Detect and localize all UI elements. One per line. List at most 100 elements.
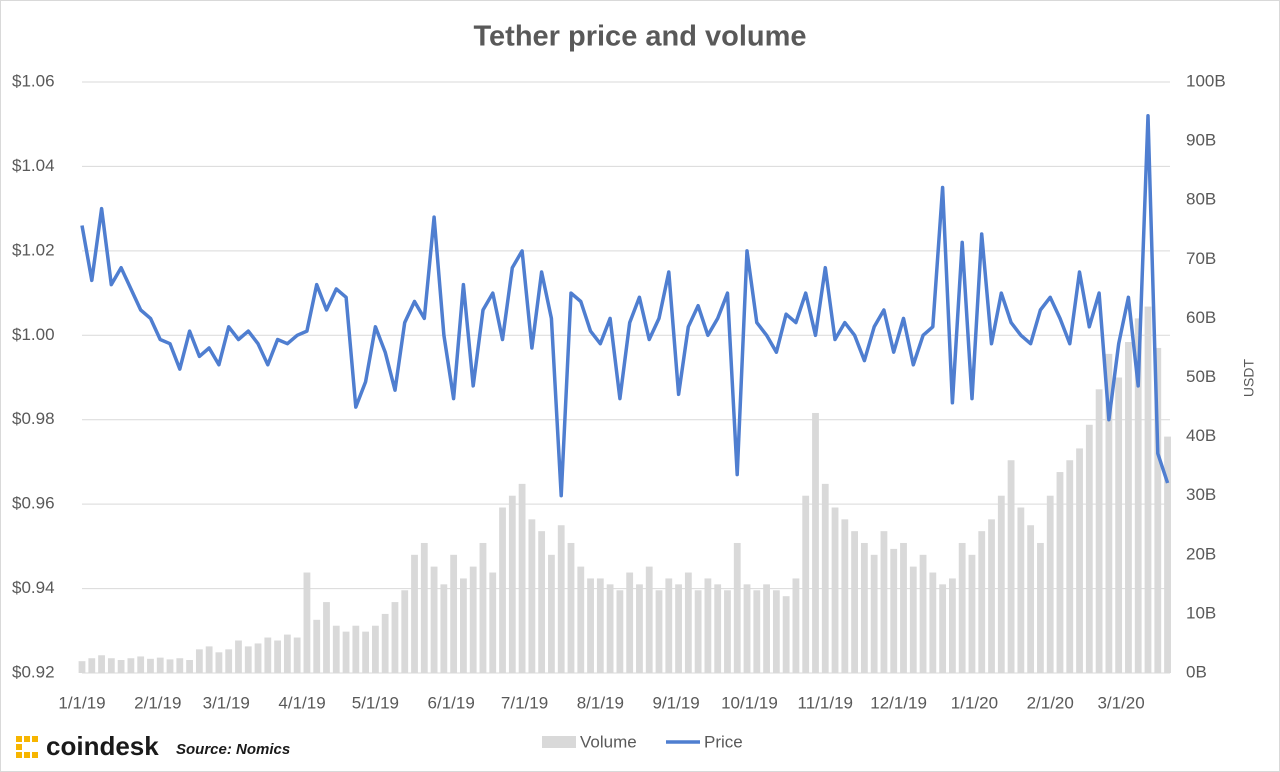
volume-bar	[1037, 542, 1044, 673]
volume-bar	[557, 525, 565, 673]
volume-bar	[684, 572, 692, 673]
volume-bar	[156, 657, 164, 673]
volume-bar	[596, 578, 604, 673]
legend-label: Price	[704, 732, 743, 751]
volume-bar	[166, 659, 174, 673]
volume-bar	[802, 495, 810, 673]
x-tick-label: 3/1/19	[203, 693, 250, 712]
volume-bar	[626, 572, 634, 673]
volume-bar	[323, 602, 330, 673]
volume-bar	[147, 658, 154, 673]
volume-bar	[391, 602, 399, 673]
volume-bar	[958, 542, 966, 673]
volume-bar	[821, 483, 829, 673]
volume-bar	[929, 572, 937, 673]
volume-bar	[313, 619, 321, 673]
coindesk-logo	[16, 736, 38, 758]
volume-bar	[645, 566, 653, 673]
volume-bar	[205, 646, 213, 673]
volume-bar	[772, 590, 780, 673]
volume-bar	[508, 495, 516, 673]
volume-bar	[1095, 389, 1103, 673]
volume-bar	[303, 572, 311, 673]
volume-bar	[782, 596, 790, 673]
volume-bar	[939, 584, 947, 673]
volume-bar	[1115, 377, 1123, 673]
volume-bar	[636, 584, 643, 673]
volume-bar	[186, 659, 193, 673]
volume-bar	[1046, 495, 1054, 673]
volume-bar	[264, 637, 272, 673]
volume-bar	[1007, 460, 1015, 673]
legend-label: Volume	[580, 732, 637, 751]
volume-bar	[890, 548, 898, 673]
volume-bar	[332, 625, 340, 673]
y-tick-label: $1.06	[12, 71, 55, 90]
volume-bar	[411, 554, 418, 673]
volume-bar	[694, 590, 702, 673]
y2-tick-label: 40B	[1186, 426, 1216, 445]
chart-title: Tether price and volume	[473, 21, 806, 53]
volume-bar	[763, 584, 770, 673]
volume-bar	[1085, 424, 1093, 673]
volume-bar	[127, 658, 135, 673]
volume-bar	[176, 658, 184, 673]
y2-tick-label: 90B	[1186, 131, 1216, 150]
volume-bar	[401, 590, 409, 673]
volume-bar	[98, 655, 105, 673]
volume-bar	[1056, 472, 1064, 673]
volume-bar	[792, 578, 800, 673]
volume-bar	[577, 566, 585, 673]
volume-bar	[1076, 448, 1083, 673]
volume-bar	[244, 646, 252, 673]
x-tick-label: 9/1/19	[652, 693, 699, 712]
y2-tick-label: 10B	[1186, 603, 1216, 622]
legend-swatch	[542, 736, 576, 748]
y-tick-label: $1.02	[12, 240, 55, 259]
volume-bar	[1066, 460, 1074, 673]
volume-bar	[460, 578, 467, 673]
volume-bar	[283, 634, 291, 673]
y-tick-label: $0.96	[12, 494, 55, 513]
x-tick-label: 1/1/20	[951, 693, 998, 712]
volume-bar	[665, 578, 673, 673]
volume-bar	[606, 584, 614, 673]
volume-bar	[78, 661, 86, 673]
volume-bar	[215, 652, 223, 673]
volume-bar	[225, 649, 233, 673]
volume-bar	[538, 531, 546, 673]
y2-tick-label: 30B	[1186, 485, 1216, 504]
volume-bar	[469, 566, 477, 673]
x-tick-label: 4/1/19	[278, 693, 325, 712]
x-tick-label: 1/1/19	[58, 693, 105, 712]
volume-bar	[1027, 525, 1035, 673]
volume-bar	[489, 572, 497, 673]
y-tick-label: $0.92	[12, 662, 55, 681]
volume-bar	[655, 590, 663, 673]
volume-bar	[860, 542, 868, 673]
volume-bar	[274, 640, 281, 673]
volume-bar	[587, 578, 594, 673]
volume-bar	[724, 590, 731, 673]
volume-bar	[107, 658, 115, 673]
volume-bar	[352, 625, 360, 673]
volume-bar	[919, 554, 927, 673]
volume-bar	[293, 637, 301, 673]
volume-bar	[567, 542, 575, 673]
volume-bar	[841, 519, 849, 673]
volume-bar	[880, 531, 888, 673]
volume-bar	[812, 412, 819, 673]
volume-bar	[831, 507, 839, 673]
volume-bar	[528, 519, 536, 673]
y2-tick-label: 60B	[1186, 308, 1216, 327]
x-tick-label: 10/1/19	[721, 693, 778, 712]
volume-bar	[616, 590, 624, 673]
volume-bar	[235, 640, 242, 673]
y2-tick-label: 70B	[1186, 249, 1216, 268]
y2-tick-label: 80B	[1186, 190, 1216, 209]
x-tick-label: 2/1/20	[1027, 693, 1074, 712]
volume-bar	[1144, 306, 1152, 673]
volume-bar	[342, 631, 350, 673]
y2-tick-label: 100B	[1186, 71, 1226, 90]
